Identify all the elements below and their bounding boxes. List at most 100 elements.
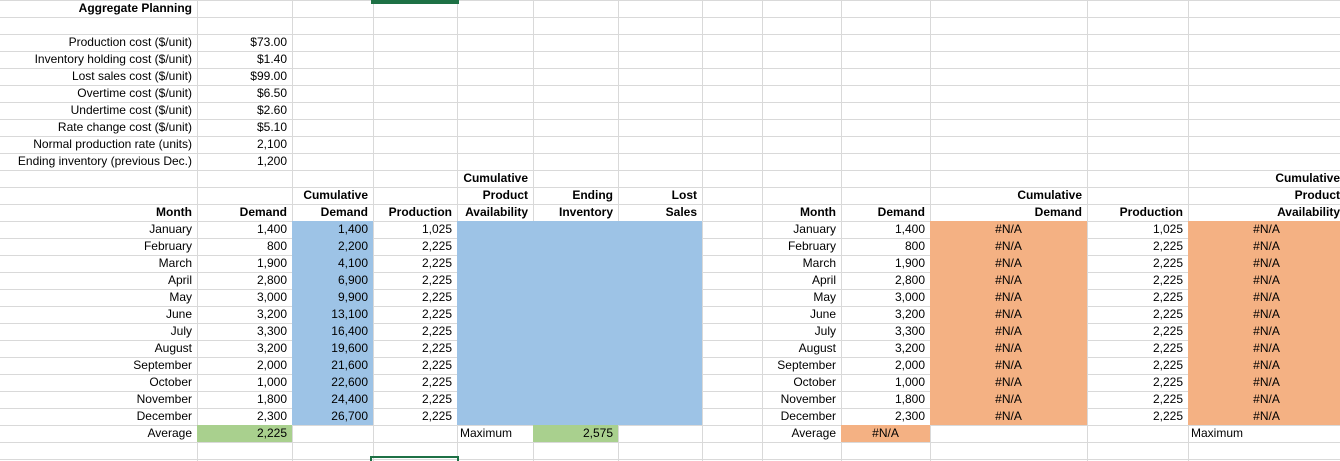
cell-param-value[interactable]: 1,200 — [256, 154, 287, 168]
cell-demand[interactable]: 1,800 — [256, 392, 287, 406]
cell-cum-demand-error[interactable]: #N/A — [995, 307, 1022, 321]
cell-demand[interactable]: 1,000 — [894, 375, 925, 389]
cell-production[interactable]: 2,225 — [421, 392, 452, 406]
cell-demand[interactable]: 3,000 — [894, 290, 925, 304]
cell-cum-avail-error[interactable]: #N/A — [1253, 324, 1280, 338]
cell-demand[interactable]: 3,200 — [256, 341, 287, 355]
cell-demand[interactable]: 3,000 — [256, 290, 287, 304]
cell-production[interactable]: 2,225 — [1152, 375, 1183, 389]
cell-production[interactable]: 2,225 — [1152, 341, 1183, 355]
cell-param-value[interactable]: $2.60 — [256, 103, 287, 117]
cell-demand[interactable]: 3,200 — [894, 341, 925, 355]
cell-cum-demand-error[interactable]: #N/A — [995, 222, 1022, 236]
cell-demand[interactable]: 2,800 — [894, 273, 925, 287]
cell-demand[interactable]: 2,300 — [256, 409, 287, 423]
cell-month[interactable]: February — [143, 239, 192, 253]
cell-cum-avail-error[interactable]: #N/A — [1253, 256, 1280, 270]
cell-month[interactable]: August — [154, 341, 192, 355]
cell-month[interactable]: May — [169, 290, 192, 304]
cell-header-cum_demand[interactable]: Cumulative Demand — [303, 188, 368, 219]
cell-cum-demand-error[interactable]: #N/A — [995, 273, 1022, 287]
cell-param-value[interactable]: 2,100 — [256, 137, 287, 151]
cell-cum-demand-error[interactable]: #N/A — [995, 358, 1022, 372]
cell-header-production[interactable]: Production — [1119, 205, 1183, 219]
cell-production[interactable]: 2,225 — [421, 239, 452, 253]
cell-param-label[interactable]: Rate change cost ($/unit) — [57, 120, 192, 134]
cell-cum-demand[interactable]: 1,400 — [337, 222, 368, 236]
cell-maximum-value[interactable]: 2,575 — [582, 426, 613, 440]
cell-cum-demand[interactable]: 24,400 — [331, 392, 368, 406]
cell-header-ending_inv[interactable]: Ending Inventory — [558, 188, 613, 219]
cell-month[interactable]: July — [170, 324, 192, 338]
cell-month[interactable]: October — [149, 375, 192, 389]
cell-production[interactable]: 2,225 — [421, 358, 452, 372]
cell-demand[interactable]: 1,900 — [256, 256, 287, 270]
cell-production[interactable]: 2,225 — [1152, 392, 1183, 406]
cell-production[interactable]: 2,225 — [1152, 239, 1183, 253]
cell-header-production[interactable]: Production — [388, 205, 452, 219]
cell-production[interactable]: 2,225 — [421, 324, 452, 338]
cell-month[interactable]: June — [165, 307, 192, 321]
cell-average-demand[interactable]: 2,225 — [256, 426, 287, 440]
cell-month[interactable]: December — [780, 409, 836, 423]
cell-demand[interactable]: 2,800 — [256, 273, 287, 287]
cell-maximum-label[interactable]: Maximum — [1191, 426, 1244, 440]
cell-demand[interactable]: 3,200 — [256, 307, 287, 321]
cell-cum-demand-error[interactable]: #N/A — [995, 324, 1022, 338]
cell-demand[interactable]: 3,300 — [894, 324, 925, 338]
cell-header-demand[interactable]: Demand — [239, 205, 287, 219]
page-title[interactable]: Aggregate Planning — [78, 1, 192, 15]
cell-cum-avail-error[interactable]: #N/A — [1253, 392, 1280, 406]
cell-cum-avail-error[interactable]: #N/A — [1253, 307, 1280, 321]
cell-month[interactable]: November — [136, 392, 192, 406]
cell-month[interactable]: September — [777, 358, 836, 372]
cell-production[interactable]: 2,225 — [421, 256, 452, 270]
cell-cum-demand-error[interactable]: #N/A — [995, 392, 1022, 406]
cell-production[interactable]: 2,225 — [421, 409, 452, 423]
cell-month[interactable]: February — [787, 239, 836, 253]
cell-param-value[interactable]: $5.10 — [256, 120, 287, 134]
selected-cell[interactable] — [370, 456, 459, 461]
cell-cum-demand[interactable]: 21,600 — [331, 358, 368, 372]
cell-param-label[interactable]: Lost sales cost ($/unit) — [71, 69, 192, 83]
cell-month[interactable]: December — [136, 409, 192, 423]
cell-demand[interactable]: 1,900 — [894, 256, 925, 270]
cell-param-value[interactable]: $1.40 — [256, 52, 287, 66]
cell-month[interactable]: August — [798, 341, 836, 355]
cell-demand[interactable]: 1,000 — [256, 375, 287, 389]
cell-demand[interactable]: 1,400 — [894, 222, 925, 236]
cell-month[interactable]: September — [133, 358, 192, 372]
cell-param-value[interactable]: $99.00 — [250, 69, 287, 83]
cell-cum-demand[interactable]: 26,700 — [331, 409, 368, 423]
cell-cum-demand-error[interactable]: #N/A — [995, 256, 1022, 270]
cell-param-label[interactable]: Inventory holding cost ($/unit) — [34, 52, 192, 66]
cell-production[interactable]: 2,225 — [1152, 273, 1183, 287]
cell-header-month[interactable]: Month — [800, 205, 836, 219]
cell-header-lost_sales[interactable]: Lost Sales — [665, 188, 697, 219]
cell-month[interactable]: April — [811, 273, 836, 287]
cell-production[interactable]: 2,225 — [1152, 256, 1183, 270]
cell-production[interactable]: 2,225 — [421, 273, 452, 287]
cell-month[interactable]: May — [813, 290, 836, 304]
cell-maximum-label[interactable]: Maximum — [460, 426, 513, 440]
cell-cum-avail-error[interactable]: #N/A — [1253, 375, 1280, 389]
cell-header-month[interactable]: Month — [156, 205, 192, 219]
cell-cum-demand[interactable]: 9,900 — [337, 290, 368, 304]
cell-demand[interactable]: 1,400 — [256, 222, 287, 236]
cell-demand[interactable]: 3,200 — [894, 307, 925, 321]
cell-demand[interactable]: 800 — [904, 239, 925, 253]
cell-cum-avail-error[interactable]: #N/A — [1253, 290, 1280, 304]
cell-demand[interactable]: 3,300 — [256, 324, 287, 338]
cell-production[interactable]: 2,225 — [1152, 324, 1183, 338]
cell-cum-demand-error[interactable]: #N/A — [995, 290, 1022, 304]
cell-cum-demand[interactable]: 22,600 — [331, 375, 368, 389]
cell-header-cum_demand[interactable]: Cumulative Demand — [1017, 188, 1082, 219]
cell-cum-avail-error[interactable]: #N/A — [1253, 358, 1280, 372]
cell-production[interactable]: 2,225 — [421, 307, 452, 321]
cell-production[interactable]: 2,225 — [421, 341, 452, 355]
cell-month[interactable]: January — [149, 222, 192, 236]
cell-production[interactable]: 2,225 — [421, 375, 452, 389]
cell-month[interactable]: March — [158, 256, 192, 270]
cell-month[interactable]: March — [802, 256, 836, 270]
cell-demand[interactable]: 2,000 — [894, 358, 925, 372]
